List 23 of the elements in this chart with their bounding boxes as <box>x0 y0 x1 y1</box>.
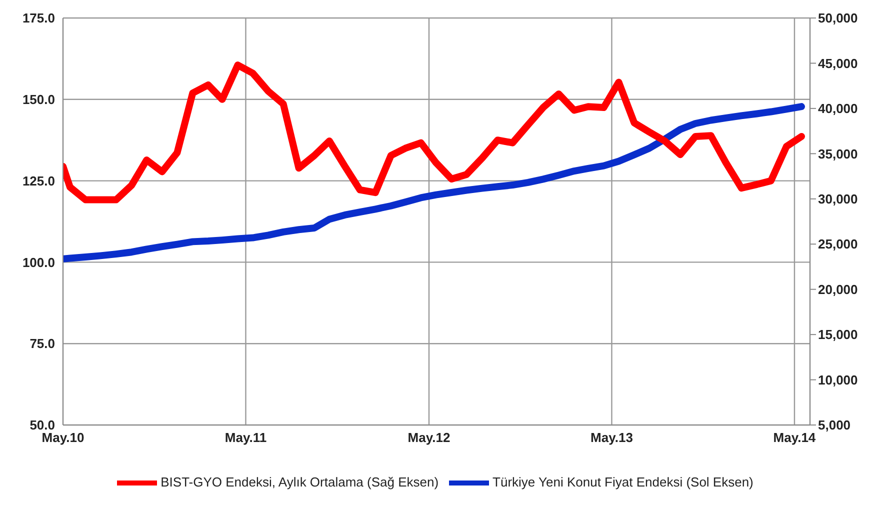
x-tick-label: May.10 <box>42 430 84 446</box>
y2-tick-label: 10,000 <box>818 372 858 388</box>
y-tick-label: 75.0 <box>30 336 55 352</box>
y-tick-label: 150.0 <box>22 92 55 108</box>
legend-label: BIST-GYO Endeksi, Aylık Ortalama (Sağ Eksen) <box>160 474 439 490</box>
y2-tick-label: 50,000 <box>818 10 858 26</box>
x-tick-label: May.12 <box>408 430 450 446</box>
y2-tick-label: 15,000 <box>818 327 858 342</box>
x-tick-label: May.11 <box>224 430 267 446</box>
y-tick-label: 125.0 <box>22 173 55 188</box>
y2-tick-label: 45,000 <box>818 56 858 71</box>
y-tick-label: 50.0 <box>30 418 55 433</box>
y-tick-label: 100.0 <box>22 254 55 270</box>
y2-tick-label: 40,000 <box>818 101 858 116</box>
y2-tick-label: 25,000 <box>818 236 858 252</box>
x-tick-label: May.14 <box>773 430 816 446</box>
legend-label: Türkiye Yeni Konut Fiyat Endeksi (Sol Eksen) <box>492 474 754 490</box>
y2-tick-label: 35,000 <box>818 146 858 162</box>
y2-tick-label: 30,000 <box>818 192 858 207</box>
x-tick-label: May.13 <box>590 430 633 446</box>
y2-tick-label: 20,000 <box>818 282 858 297</box>
y2-tick-label: 5,000 <box>818 418 851 433</box>
y-tick-label: 175.0 <box>22 10 55 26</box>
